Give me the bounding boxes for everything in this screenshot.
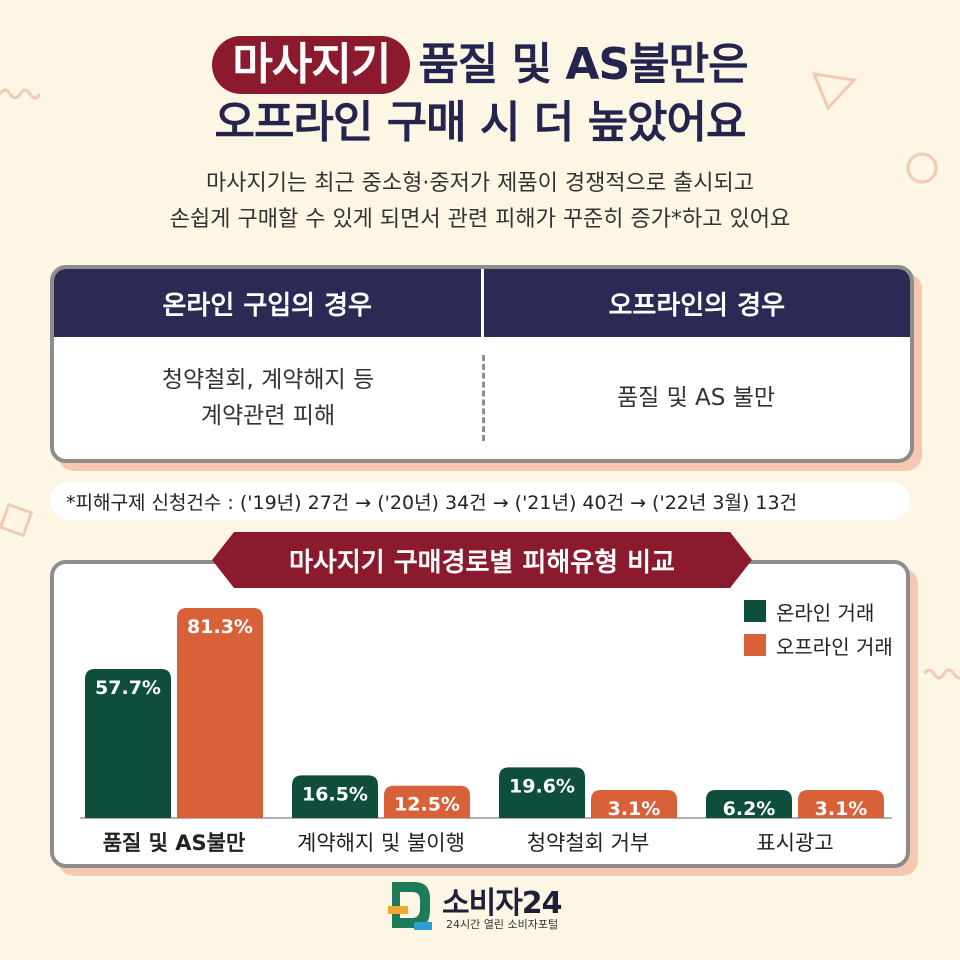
legend-swatch-online	[744, 600, 766, 622]
data-label-offline-0: 81.3%	[187, 616, 253, 638]
bar-offline-3	[798, 790, 884, 818]
data-label-offline-2: 3.1%	[608, 798, 661, 820]
chart-title-banner: 마사지기 구매경로별 피해유형 비교	[212, 532, 752, 588]
legend-item-offline: 오프라인 거래	[744, 628, 893, 662]
category-label-0: 품질 및 AS불만	[103, 831, 246, 855]
chart-title-shape	[212, 532, 752, 588]
subtitle-line-1: 마사지기는 최근 중소형·중저가 제품이 경쟁적으로 출시되고	[206, 171, 754, 196]
title-line-2: 오프라인 구매 시 더 높았어요	[214, 97, 746, 148]
consumer24-logo-icon	[388, 882, 432, 930]
bar-online-3	[706, 790, 792, 818]
title-rest: 품질 및 AS불만은	[418, 39, 748, 90]
dashed-divider	[482, 355, 485, 441]
legend: 온라인 거래 오프라인 거래	[744, 594, 893, 662]
bar-online-1	[292, 775, 378, 818]
logo-tagline: 24시간 열린 소비자포털	[446, 918, 559, 931]
header: 마사지기 품질 및 AS불만은 오프라인 구매 시 더 높았어요 마사지기는 최근…	[0, 36, 960, 238]
online-text-line-2: 계약관련 피해	[200, 403, 336, 429]
bar-offline-1	[384, 785, 470, 818]
comparison-body: 청약철회, 계약해지 등 계약관련 피해 품질 및 AS 불만	[54, 337, 910, 459]
decor-square-icon	[0, 502, 34, 538]
category-label-1: 계약해지 및 불이행	[297, 831, 465, 855]
bar-online-2	[499, 767, 585, 818]
data-label-online-2: 19.6%	[509, 775, 575, 797]
category-label-2: 청약철회 거부	[527, 831, 650, 855]
offline-cell: 품질 및 AS 불만	[616, 385, 776, 411]
comparison-header: 온라인 구입의 경우 오프라인의 경우	[54, 269, 910, 337]
decor-circle-icon	[906, 152, 938, 184]
complaint-count-note: *피해구제 신청건수 : ('19년) 27건 → ('20년) 34건 → (…	[50, 482, 910, 520]
subtitle-line-2: 손쉽게 구매할 수 있게 되면서 관련 피해가 꾸준히 증가*하고 있어요	[169, 207, 791, 232]
online-text-line-1: 청약철회, 계약해지 등	[161, 367, 375, 393]
category-label-3: 표시광고	[756, 831, 833, 855]
legend-label-offline: 오프라인 거래	[776, 634, 893, 659]
data-label-online-1: 16.5%	[302, 783, 368, 805]
data-label-offline-1: 12.5%	[394, 794, 460, 816]
data-label-online-0: 57.7%	[95, 677, 161, 699]
comparison-table: 온라인 구입의 경우 오프라인의 경우 청약철회, 계약해지 등 계약관련 피해…	[50, 265, 914, 463]
offline-header: 오프라인의 경우	[608, 290, 786, 321]
logo: 소비자24 24시간 열린 소비자포털	[384, 876, 584, 940]
title-highlight: 마사지기	[212, 36, 411, 94]
bar-offline-0	[177, 608, 263, 818]
decor-wave-left-icon	[0, 88, 40, 100]
subtitle: 마사지기는 최근 중소형·중저가 제품이 경쟁적으로 출시되고 손쉽게 구매할 …	[0, 166, 960, 238]
data-label-online-3: 6.2%	[723, 798, 776, 820]
legend-label-online: 온라인 거래	[776, 600, 875, 625]
bar-online-0	[85, 668, 171, 818]
legend-swatch-offline	[744, 634, 766, 656]
legend-item-online: 온라인 거래	[744, 594, 893, 628]
data-label-offline-3: 3.1%	[815, 798, 868, 820]
decor-wave-right-icon	[924, 668, 960, 680]
online-header: 온라인 구입의 경우	[54, 269, 484, 337]
chart-title: 마사지기 구매경로별 피해유형 비교	[289, 547, 675, 578]
online-cell: 청약철회, 계약해지 등 계약관련 피해	[54, 337, 482, 459]
decor-triangle-icon	[811, 72, 858, 111]
bar-chart: 57.7% 81.3% 품질 및 AS불만 16.5% 12.5% 계약해지 및 불이행 1…	[80, 608, 892, 855]
title-line-1: 마사지기 품질 및 AS불만은	[0, 36, 960, 94]
bar-offline-2	[591, 790, 677, 818]
logo-name: 소비자24	[442, 886, 563, 921]
